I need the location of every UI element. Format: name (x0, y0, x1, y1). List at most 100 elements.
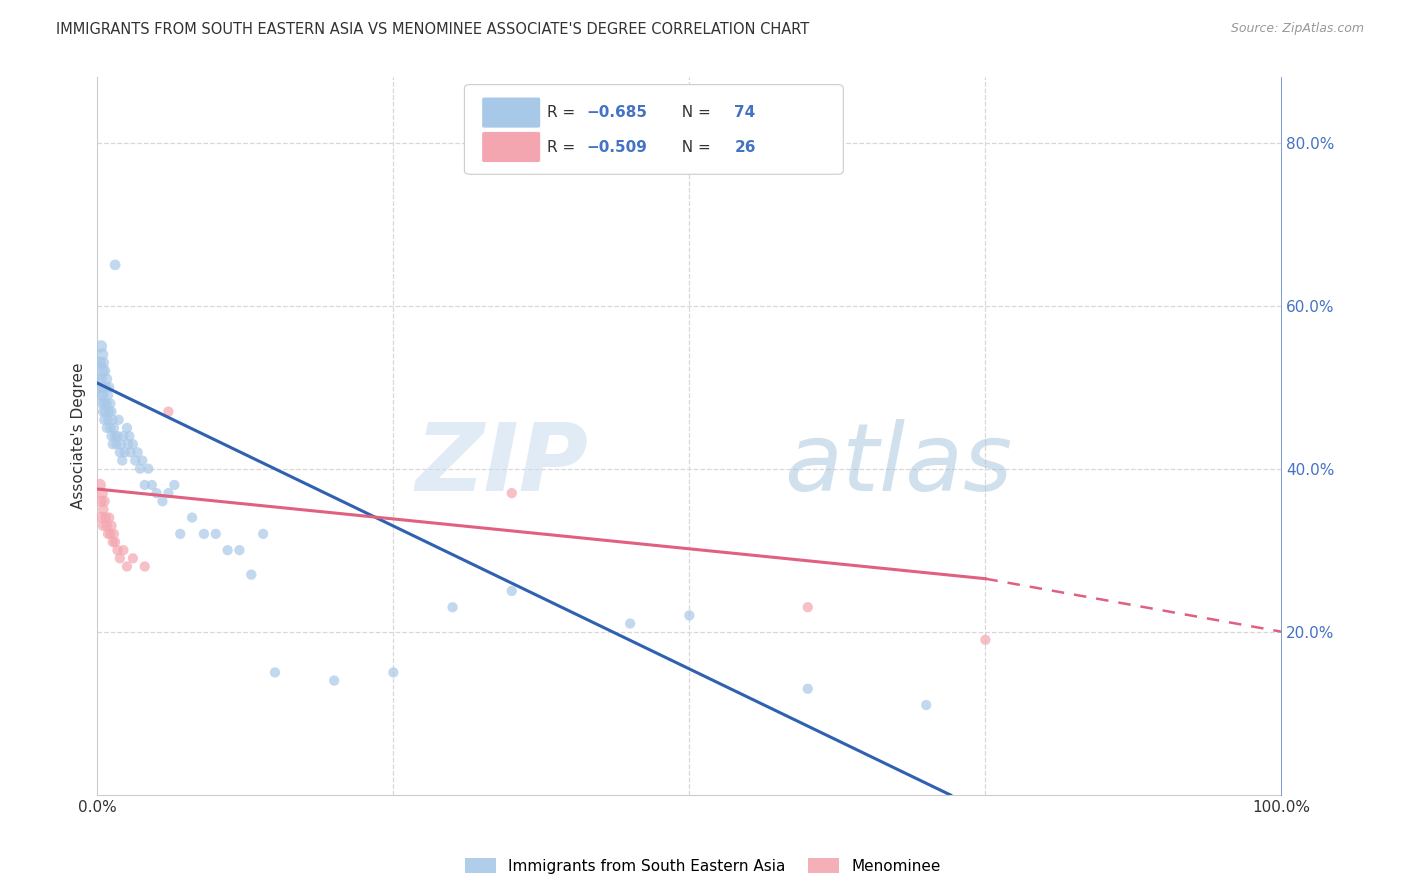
Point (96, 372, 118, 386)
Point (101, 437, 124, 451)
Text: −0.509: −0.509 (586, 139, 647, 154)
Point (112, 429, 135, 443)
Point (90, 494, 112, 508)
Point (382, 665, 405, 680)
Point (974, 632, 997, 647)
Point (915, 698, 938, 712)
Point (96, 518, 118, 533)
Point (94, 404, 117, 418)
Point (96, 396, 118, 410)
Point (797, 681, 820, 696)
FancyBboxPatch shape (482, 132, 540, 162)
Point (122, 437, 145, 451)
Point (104, 429, 127, 443)
Point (112, 543, 135, 558)
Point (91, 404, 114, 418)
Text: Source: ZipAtlas.com: Source: ZipAtlas.com (1230, 22, 1364, 36)
Text: N =: N = (672, 105, 716, 120)
Point (120, 445, 142, 459)
Point (181, 510, 204, 524)
Point (193, 527, 215, 541)
Point (264, 665, 287, 680)
Point (98, 510, 121, 524)
Point (93, 396, 115, 410)
Point (228, 543, 250, 558)
Point (91, 356, 114, 370)
Point (100, 396, 122, 410)
Point (91, 388, 114, 402)
Point (108, 551, 131, 566)
Point (323, 673, 346, 688)
Point (89, 478, 111, 492)
Text: atlas: atlas (785, 419, 1012, 510)
Point (114, 445, 136, 459)
Legend: Immigrants from South Eastern Asia, Menominee: Immigrants from South Eastern Asia, Meno… (460, 852, 946, 880)
Point (91, 380, 114, 394)
Point (117, 437, 139, 451)
Point (118, 429, 141, 443)
Point (131, 453, 153, 467)
Point (100, 429, 122, 443)
FancyBboxPatch shape (464, 85, 844, 174)
Point (122, 551, 145, 566)
Point (96, 421, 118, 435)
Point (252, 527, 274, 541)
Point (501, 486, 523, 500)
Point (91, 396, 114, 410)
Point (797, 600, 820, 615)
Text: −0.685: −0.685 (586, 105, 647, 120)
Point (94, 380, 117, 394)
Text: R =: R = (547, 139, 581, 154)
Point (105, 437, 128, 451)
Point (91, 347, 114, 361)
Point (100, 527, 122, 541)
Y-axis label: Associate's Degree: Associate's Degree (72, 363, 86, 509)
Point (93, 494, 115, 508)
Point (204, 527, 226, 541)
Point (90, 388, 112, 402)
Text: IMMIGRANTS FROM SOUTH EASTERN ASIA VS MENOMINEE ASSOCIATE'S DEGREE CORRELATION C: IMMIGRANTS FROM SOUTH EASTERN ASIA VS ME… (56, 22, 810, 37)
Text: 74: 74 (734, 105, 755, 120)
Point (129, 461, 152, 475)
Point (100, 421, 122, 435)
Point (108, 445, 131, 459)
Point (217, 543, 239, 558)
Point (89, 356, 111, 370)
Point (103, 527, 125, 541)
Text: N =: N = (672, 139, 716, 154)
Point (240, 567, 263, 582)
Point (111, 453, 134, 467)
Point (104, 535, 127, 549)
Text: ZIP: ZIP (416, 418, 589, 511)
Point (93, 364, 115, 378)
Point (97, 388, 120, 402)
Point (124, 453, 146, 467)
Point (97, 413, 120, 427)
Point (103, 421, 125, 435)
Point (98, 404, 121, 418)
Point (107, 543, 129, 558)
Point (441, 600, 464, 615)
Point (90, 372, 112, 386)
Point (152, 494, 174, 508)
Point (127, 445, 149, 459)
Point (157, 486, 180, 500)
Point (97, 527, 120, 541)
Text: 26: 26 (734, 139, 756, 154)
Point (145, 486, 167, 500)
Point (90, 339, 112, 353)
Point (98, 380, 121, 394)
Point (169, 527, 191, 541)
Point (87, 364, 110, 378)
Point (141, 478, 163, 492)
Point (89, 380, 111, 394)
Point (90, 510, 112, 524)
Point (107, 413, 129, 427)
Point (100, 518, 122, 533)
Point (101, 413, 124, 427)
FancyBboxPatch shape (482, 97, 540, 128)
Point (91, 486, 114, 500)
Point (678, 608, 700, 623)
Point (136, 461, 159, 475)
Point (110, 437, 132, 451)
